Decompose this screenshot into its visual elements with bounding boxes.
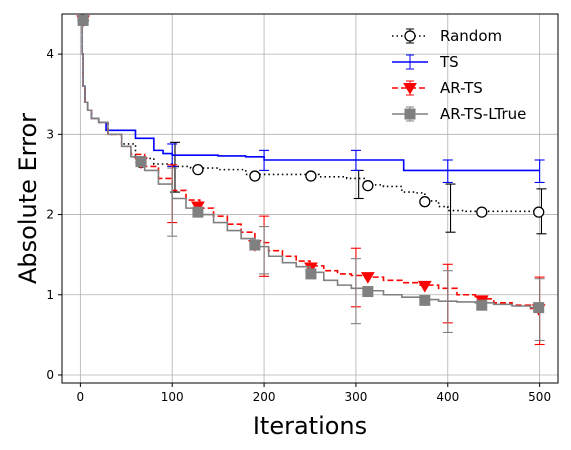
data-point <box>304 262 318 275</box>
data-point <box>360 272 375 284</box>
legend-label: Random <box>440 27 502 45</box>
x-tick-label: 100 <box>161 390 184 404</box>
series-random <box>77 14 547 235</box>
error-bar <box>259 226 270 275</box>
y-tick-label: 2 <box>46 208 54 222</box>
series-ar-ts-ltrue <box>77 14 545 342</box>
data-point <box>305 268 317 280</box>
error-bar <box>167 167 178 237</box>
data-point <box>533 206 545 218</box>
legend-item: TS <box>392 53 459 71</box>
data-point <box>419 196 431 208</box>
data-point <box>249 239 261 251</box>
series-layer <box>76 14 547 346</box>
data-point <box>192 206 204 218</box>
x-tick-label: 300 <box>344 390 367 404</box>
legend-label: AR-TS-LTrue <box>440 105 526 123</box>
y-axis-title: Absolute Error <box>14 113 42 284</box>
legend-marker <box>403 83 417 95</box>
y-tick-label: 4 <box>46 47 54 61</box>
legend-marker <box>404 108 416 120</box>
legend-item: Random <box>392 27 502 45</box>
error-bar <box>353 169 364 200</box>
error-bar <box>350 149 361 171</box>
error-bar <box>442 159 453 184</box>
error-bar <box>445 183 456 233</box>
legend-item: AR-TS-LTrue <box>392 105 526 123</box>
x-axis-title: Iterations <box>253 412 367 440</box>
x-tick-label: 200 <box>253 390 276 404</box>
legend-label: TS <box>439 53 459 71</box>
data-point <box>77 14 89 26</box>
error-bar <box>259 149 270 171</box>
error-bar <box>442 270 453 334</box>
x-tick-label: 0 <box>77 390 85 404</box>
legend-label: AR-TS <box>440 79 483 97</box>
x-tick-label: 500 <box>528 390 551 404</box>
data-point <box>362 180 374 192</box>
data-point <box>419 294 431 306</box>
y-tick-label: 3 <box>46 127 54 141</box>
x-tick-label: 400 <box>436 390 459 404</box>
legend-marker <box>404 30 416 42</box>
legend: Random TS AR-TS AR-TS-LTrue <box>392 27 526 123</box>
y-tick-label: 0 <box>46 368 54 382</box>
data-point <box>305 170 317 182</box>
data-point <box>192 163 204 176</box>
data-point <box>135 156 147 168</box>
data-point <box>476 206 488 218</box>
data-point <box>476 299 488 311</box>
data-point <box>362 286 374 298</box>
error-bar <box>350 258 361 325</box>
data-point <box>417 280 432 293</box>
error-bar <box>534 159 545 184</box>
data-point <box>533 302 545 314</box>
y-tick-label: 1 <box>46 288 54 302</box>
plot-frame <box>61 13 559 384</box>
legend-item: AR-TS <box>392 79 483 97</box>
data-point <box>249 170 261 182</box>
ticks: 0 100 200 300 400 500 0 1 2 3 4 <box>46 47 551 404</box>
grid <box>62 14 558 383</box>
